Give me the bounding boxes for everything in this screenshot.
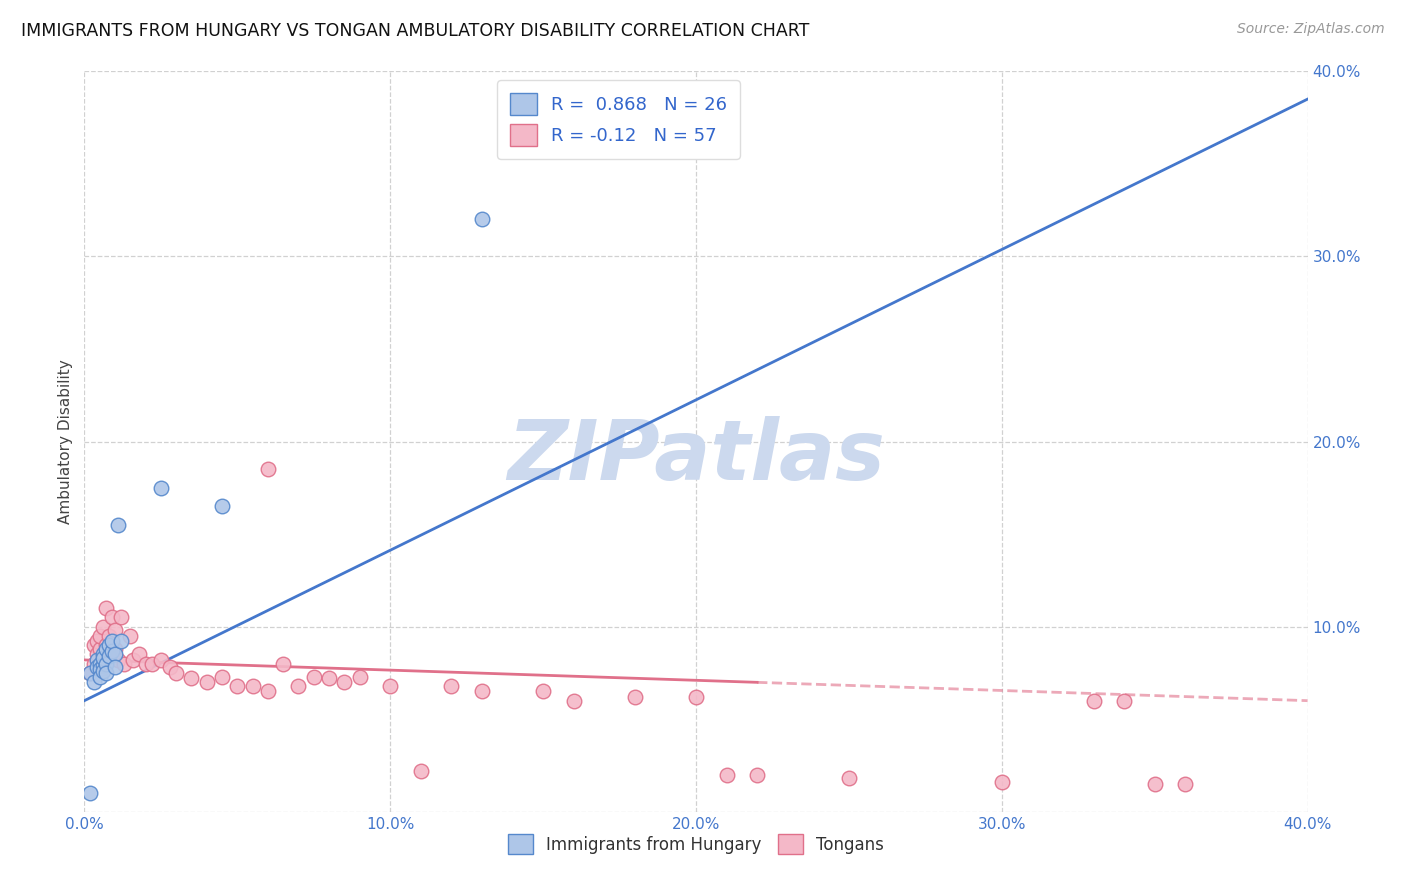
Point xyxy=(83,657,105,671)
Point xyxy=(104,660,127,674)
Point xyxy=(226,679,249,693)
Point xyxy=(302,670,325,684)
Point xyxy=(83,675,105,690)
Point xyxy=(122,653,145,667)
Point xyxy=(380,679,402,693)
Point xyxy=(79,665,101,680)
Point xyxy=(685,690,707,704)
Point xyxy=(91,658,114,673)
Point xyxy=(89,662,111,676)
Point xyxy=(101,643,124,657)
Point xyxy=(112,657,135,671)
Point xyxy=(195,675,218,690)
Point xyxy=(94,641,117,656)
Point xyxy=(257,684,280,698)
Point xyxy=(83,638,105,652)
Point xyxy=(1174,777,1197,791)
Point xyxy=(79,786,101,800)
Point xyxy=(94,657,117,671)
Point xyxy=(318,672,340,686)
Point xyxy=(624,690,647,704)
Point xyxy=(349,670,371,684)
Point xyxy=(838,772,860,786)
Point xyxy=(104,624,127,638)
Point xyxy=(91,619,114,633)
Point xyxy=(409,764,432,778)
Point xyxy=(97,638,120,652)
Point xyxy=(89,670,111,684)
Point xyxy=(180,672,202,686)
Point xyxy=(1083,694,1105,708)
Point xyxy=(440,679,463,693)
Point xyxy=(149,481,172,495)
Point xyxy=(107,653,129,667)
Point xyxy=(271,657,294,671)
Point xyxy=(79,665,101,680)
Point xyxy=(101,648,124,662)
Point xyxy=(471,212,494,227)
Point xyxy=(91,648,114,662)
Legend: Immigrants from Hungary, Tongans: Immigrants from Hungary, Tongans xyxy=(499,826,893,863)
Point xyxy=(211,670,233,684)
Point xyxy=(159,660,181,674)
Point xyxy=(91,664,114,678)
Point xyxy=(242,679,264,693)
Point xyxy=(110,610,132,624)
Point xyxy=(89,629,111,643)
Point xyxy=(531,684,554,698)
Point xyxy=(165,665,187,680)
Point xyxy=(287,679,309,693)
Point xyxy=(471,684,494,698)
Point xyxy=(94,665,117,680)
Point xyxy=(86,648,108,662)
Point xyxy=(107,517,129,532)
Point xyxy=(257,462,280,476)
Point xyxy=(120,629,142,643)
Point xyxy=(104,641,127,656)
Point xyxy=(86,634,108,648)
Point xyxy=(94,638,117,652)
Point xyxy=(333,675,356,690)
Point xyxy=(716,767,738,781)
Point xyxy=(91,651,114,665)
Text: ZIPatlas: ZIPatlas xyxy=(508,416,884,497)
Point xyxy=(110,634,132,648)
Point xyxy=(149,653,172,667)
Point xyxy=(97,648,120,662)
Point xyxy=(86,653,108,667)
Point xyxy=(211,500,233,514)
Point xyxy=(89,657,111,671)
Point xyxy=(991,775,1014,789)
Point xyxy=(86,660,108,674)
Point xyxy=(141,657,163,671)
Point xyxy=(1114,694,1136,708)
Point xyxy=(562,694,585,708)
Point xyxy=(97,629,120,643)
Point xyxy=(135,657,157,671)
Text: IMMIGRANTS FROM HUNGARY VS TONGAN AMBULATORY DISABILITY CORRELATION CHART: IMMIGRANTS FROM HUNGARY VS TONGAN AMBULA… xyxy=(21,22,810,40)
Point xyxy=(1143,777,1166,791)
Point xyxy=(89,641,111,656)
Y-axis label: Ambulatory Disability: Ambulatory Disability xyxy=(58,359,73,524)
Point xyxy=(94,601,117,615)
Point xyxy=(128,648,150,662)
Point xyxy=(97,649,120,664)
Point xyxy=(101,610,124,624)
Point xyxy=(747,767,769,781)
Text: Source: ZipAtlas.com: Source: ZipAtlas.com xyxy=(1237,22,1385,37)
Point xyxy=(91,651,114,665)
Point xyxy=(104,648,127,662)
Point xyxy=(101,634,124,648)
